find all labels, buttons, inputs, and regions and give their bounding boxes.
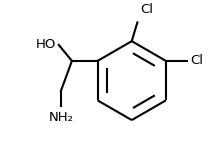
Text: Cl: Cl <box>191 54 204 67</box>
Text: HO: HO <box>36 38 56 51</box>
Text: NH₂: NH₂ <box>48 111 74 124</box>
Text: Cl: Cl <box>141 3 154 16</box>
